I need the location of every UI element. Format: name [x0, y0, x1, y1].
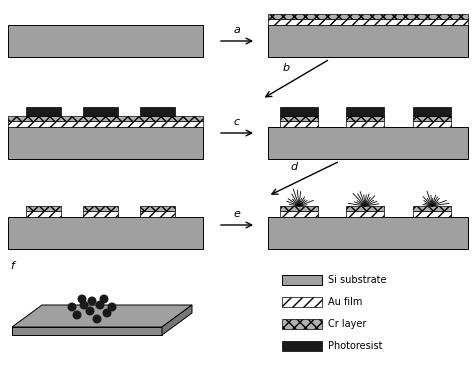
Polygon shape	[162, 305, 192, 335]
Bar	[8, 127, 203, 159]
Bar	[346, 116, 384, 121]
Bar	[346, 121, 384, 127]
Circle shape	[100, 295, 108, 303]
Bar	[26, 211, 61, 217]
Circle shape	[103, 309, 111, 317]
Bar	[346, 107, 384, 116]
Circle shape	[86, 307, 94, 315]
Text: a: a	[234, 25, 240, 35]
Bar	[413, 121, 451, 127]
Bar	[268, 127, 468, 159]
Text: Si substrate: Si substrate	[328, 275, 386, 285]
Bar	[268, 14, 468, 19]
Text: Photoresist: Photoresist	[328, 341, 383, 351]
Bar	[83, 107, 118, 116]
Bar	[282, 275, 322, 285]
Bar	[280, 116, 318, 121]
Bar	[8, 217, 203, 249]
Circle shape	[93, 315, 101, 323]
Bar	[268, 19, 468, 25]
Bar	[26, 206, 61, 211]
Circle shape	[108, 303, 116, 311]
Text: b: b	[283, 63, 290, 73]
Text: d: d	[291, 162, 298, 173]
Bar	[280, 206, 318, 211]
Bar	[8, 25, 203, 57]
Bar	[282, 341, 322, 351]
Polygon shape	[12, 305, 192, 327]
Bar	[280, 211, 318, 217]
Circle shape	[80, 301, 88, 309]
Bar	[268, 25, 468, 57]
Bar	[140, 206, 175, 211]
Bar	[346, 206, 384, 211]
Bar	[413, 116, 451, 121]
Bar	[140, 211, 175, 217]
Bar	[8, 116, 203, 121]
Bar	[26, 107, 61, 116]
Text: Cr layer: Cr layer	[328, 319, 366, 329]
Circle shape	[78, 295, 86, 303]
Bar	[280, 121, 318, 127]
Bar	[413, 206, 451, 211]
Bar	[413, 107, 451, 116]
Text: Au film: Au film	[328, 297, 363, 307]
Bar	[83, 211, 118, 217]
Bar	[282, 319, 322, 329]
Bar	[282, 297, 322, 307]
Circle shape	[96, 301, 104, 309]
Bar	[413, 211, 451, 217]
Bar	[140, 107, 175, 116]
Text: e: e	[234, 209, 240, 219]
Bar	[346, 211, 384, 217]
Circle shape	[73, 311, 81, 319]
Bar	[280, 107, 318, 116]
Circle shape	[68, 303, 76, 311]
Text: c: c	[234, 117, 240, 127]
Bar	[8, 121, 203, 127]
Circle shape	[88, 297, 96, 305]
Polygon shape	[12, 327, 162, 335]
Bar	[268, 217, 468, 249]
Text: f: f	[10, 261, 14, 271]
Bar	[83, 206, 118, 211]
